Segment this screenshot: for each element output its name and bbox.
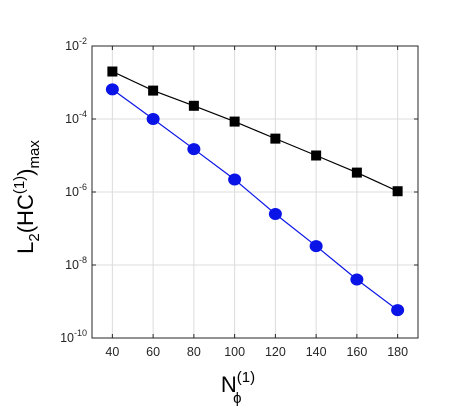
y-tick-labels: 10-2 10-4 10-6 10-8 10-10 [60, 36, 87, 345]
data-point-square [311, 150, 322, 161]
data-point-square [188, 100, 199, 111]
data-point-circle [309, 240, 323, 253]
x-axis-label: N(1) ϕ [221, 369, 255, 407]
y-tick-label: 10-4 [65, 109, 87, 126]
data-point-square [392, 186, 403, 197]
data-point-circle [350, 273, 364, 286]
y-tick-label: 10-2 [65, 36, 87, 53]
ticks [92, 45, 418, 339]
x-tick-label: 140 [306, 345, 327, 359]
x-tick-label: 160 [346, 345, 367, 359]
data-point-circle [187, 143, 201, 156]
data-point-circle [105, 83, 119, 96]
x-tick-label: 120 [265, 345, 286, 359]
data-point-square [351, 167, 362, 178]
data-point-circle [391, 304, 405, 317]
data-point-square [148, 85, 159, 96]
x-tick-label: 180 [387, 345, 408, 359]
x-tick-labels: 40 60 80 100 120 140 160 180 [105, 345, 408, 359]
series-lines [112, 70, 398, 311]
data-point-circle [228, 173, 242, 186]
data-point-circle [268, 207, 282, 220]
data-point-square [107, 66, 118, 77]
y-tick-label: 10-10 [60, 328, 87, 345]
data-point-square [270, 133, 281, 144]
y-tick-label: 10-8 [65, 255, 87, 272]
grid [92, 45, 418, 339]
y-tick-label: 10-6 [65, 182, 87, 199]
data-point-circle [146, 113, 160, 125]
series-markers [105, 66, 405, 317]
y-axis-label: L2(HC(1))max [11, 140, 43, 254]
series-line-1 [112, 70, 398, 192]
data-point-square [229, 116, 240, 127]
series-line-2 [112, 88, 398, 311]
x-tick-label: 40 [105, 345, 119, 359]
x-tick-label: 100 [224, 345, 245, 359]
x-tick-label: 60 [146, 345, 160, 359]
x-tick-label: 80 [187, 345, 201, 359]
